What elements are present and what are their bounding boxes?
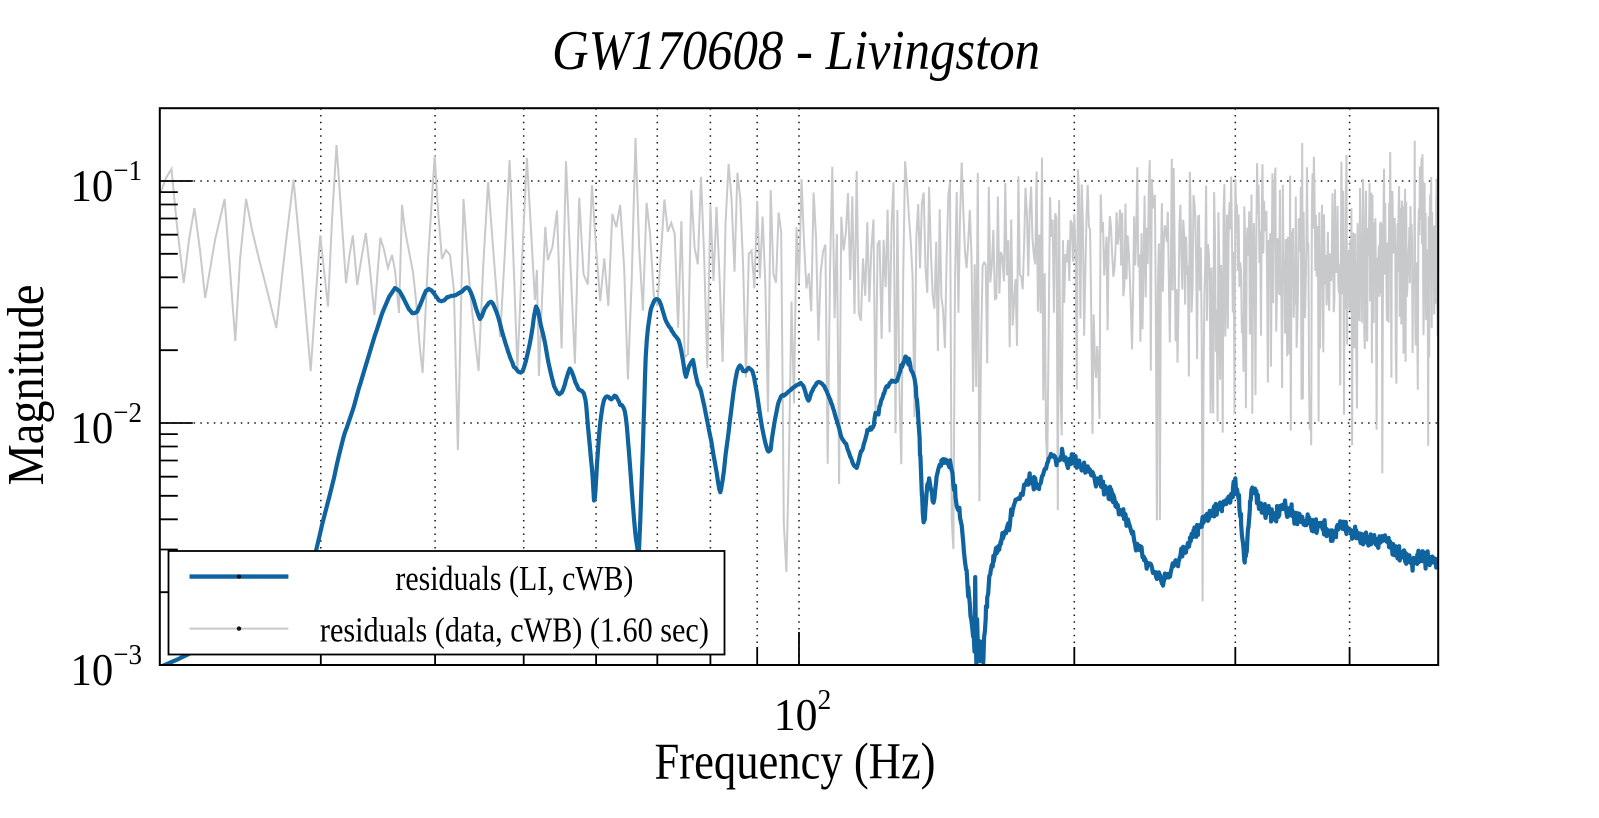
- svg-text:GW170608 - Livingston: GW170608 - Livingston: [552, 20, 1040, 82]
- svg-text:residuals (data, cWB) (1.60 se: residuals (data, cWB) (1.60 sec): [320, 611, 709, 650]
- svg-text:residuals (LI, cWB): residuals (LI, cWB): [395, 559, 633, 598]
- svg-text:102: 102: [774, 684, 832, 740]
- svg-text:Magnitude: Magnitude: [0, 285, 55, 486]
- svg-text:Frequency (Hz): Frequency (Hz): [655, 734, 936, 791]
